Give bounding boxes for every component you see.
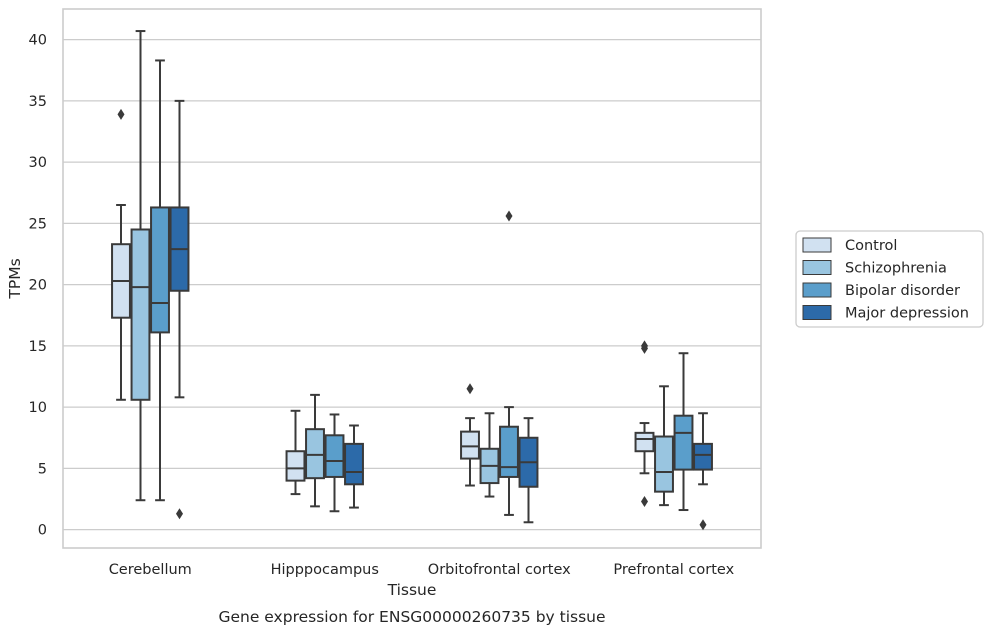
iqr-box — [344, 442, 364, 486]
box-series — [111, 30, 713, 531]
outlier-point — [176, 508, 183, 520]
box-bipolar-disorder — [673, 352, 694, 512]
box-schizophrenia — [479, 412, 500, 498]
y-axis-ticks: 0 5 10 15 20 25 30 35 40 — [29, 33, 47, 539]
iqr-box — [693, 442, 713, 471]
y-tick-label: 30 — [29, 155, 47, 171]
iqr-box — [324, 434, 345, 478]
x-axis-ticks: Cerebellum Hipppocampus Orbitofrontal cort… — [109, 562, 735, 578]
x-tick-label: Hipppocampus — [271, 562, 379, 578]
y-tick-label: 20 — [29, 278, 47, 294]
legend: Control Schizophrenia Bipolar disorder Majo… — [795, 230, 984, 328]
x-tick-label: Orbitofrontal cortex — [428, 562, 571, 578]
box-control — [460, 383, 480, 487]
box-bipolar-disorder — [150, 59, 170, 502]
outlier-point — [641, 495, 648, 507]
outlier-point — [699, 519, 707, 531]
plot-area-frame — [62, 8, 762, 549]
chart-caption: Gene expression for ENSG00000260735 by t… — [218, 608, 605, 626]
box-bipolar-disorder — [324, 413, 345, 513]
y-tick-label: 35 — [29, 94, 47, 110]
outlier-point — [466, 383, 474, 395]
iqr-box — [130, 228, 151, 401]
legend-label: Bipolar disorder — [845, 283, 960, 299]
legend-swatch — [802, 305, 832, 320]
legend-swatch — [802, 282, 832, 298]
iqr-box — [654, 435, 674, 493]
legend-label: Major depression — [845, 306, 969, 322]
iqr-box — [305, 428, 325, 480]
box-control — [111, 108, 131, 401]
box-schizophrenia — [130, 30, 151, 502]
legend-label: Control — [845, 238, 897, 254]
iqr-box — [460, 430, 480, 460]
box-major-depression — [518, 417, 539, 524]
box-control — [634, 340, 655, 507]
legend-swatch — [802, 260, 832, 275]
y-tick-label: 25 — [29, 216, 47, 232]
box-schizophrenia — [305, 393, 325, 508]
iqr-box — [634, 431, 655, 453]
outlier-point — [641, 340, 648, 352]
box-major-depression — [169, 99, 190, 520]
legend-label: Schizophrenia — [845, 261, 947, 277]
box-bipolar-disorder — [499, 210, 519, 516]
iqr-box — [285, 450, 306, 482]
box-schizophrenia — [654, 385, 674, 507]
outlier-point — [117, 108, 125, 120]
y-tick-label: 15 — [29, 339, 47, 355]
x-axis-label: Tissue — [387, 581, 437, 599]
box-control — [285, 409, 306, 496]
box-major-depression — [344, 424, 364, 509]
legend-swatch — [802, 237, 832, 253]
y-axis-label: TPMs — [6, 258, 24, 299]
y-tick-label: 0 — [38, 523, 47, 539]
iqr-box — [673, 414, 694, 471]
x-tick-label: Prefrontal cortex — [613, 562, 734, 578]
y-tick-label: 5 — [38, 461, 47, 477]
y-tick-label: 40 — [29, 33, 47, 49]
iqr-box — [499, 425, 519, 478]
x-tick-label: Cerebellum — [109, 562, 192, 578]
legend-frame — [795, 230, 984, 328]
y-tick-label: 10 — [29, 400, 47, 416]
outlier-point — [505, 210, 513, 222]
iqr-box — [150, 206, 170, 334]
box-major-depression — [693, 412, 713, 531]
